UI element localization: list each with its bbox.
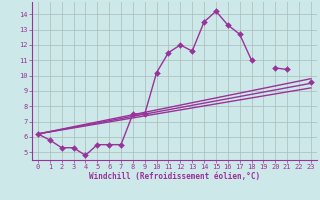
X-axis label: Windchill (Refroidissement éolien,°C): Windchill (Refroidissement éolien,°C) <box>89 172 260 181</box>
